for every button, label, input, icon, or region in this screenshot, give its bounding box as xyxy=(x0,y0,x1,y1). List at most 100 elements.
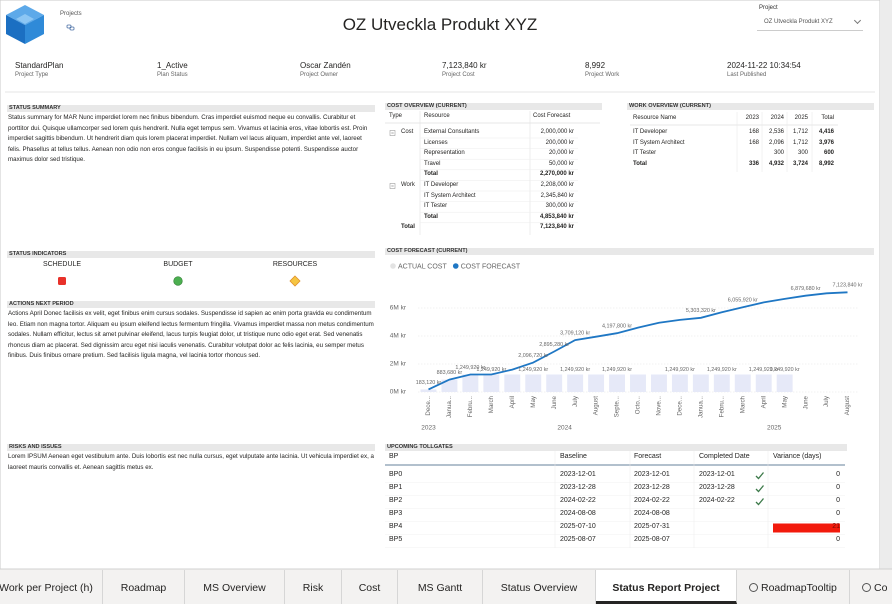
x-tick-label: Octo... xyxy=(635,396,642,415)
page-tab[interactable]: RoadmapTooltip xyxy=(737,570,850,604)
tollgate-date: 2023-12-01 xyxy=(560,471,596,478)
bar xyxy=(483,374,500,392)
cost-resource: External Consultants xyxy=(424,129,480,135)
tollgate-date: 2023-12-28 xyxy=(699,484,735,491)
y-tick-label: 2M kr xyxy=(390,361,407,368)
x-tick-label: June xyxy=(551,395,558,409)
data-label: 1,249,920 kr xyxy=(476,367,506,373)
kpi-value: 1_Active xyxy=(157,61,188,70)
page-tab[interactable]: MS Gantt xyxy=(398,570,483,604)
cost-resource: Representation xyxy=(424,150,465,157)
bar xyxy=(609,374,626,392)
column-header: Forecast xyxy=(634,453,662,460)
cost-value: 200,000 kr xyxy=(545,139,574,146)
work-total: 8,992 xyxy=(818,160,834,167)
bar xyxy=(671,374,688,392)
panel-header: STATUS INDICATORS xyxy=(7,251,375,258)
column-header: BP xyxy=(389,453,399,460)
column-header: Resource Name xyxy=(633,115,677,121)
data-label: 7,123,840 kr xyxy=(833,283,863,289)
cost-resource: IT System Architect xyxy=(424,192,476,199)
work-hours: 300 xyxy=(773,150,784,157)
tab-label: MS Gantt xyxy=(417,582,463,594)
actions-text: Actions April Donec facilisis ex velit, … xyxy=(8,310,374,360)
work-resource: Total xyxy=(633,160,647,167)
y-tick-label: 6M kr xyxy=(390,305,407,312)
x-tick-label: Febru... xyxy=(467,396,474,418)
data-label: 5,303,320 kr xyxy=(686,308,716,314)
tollgate-date: 2025-08-07 xyxy=(634,536,670,543)
kpi-label: Last Published xyxy=(727,72,767,78)
tollgate-variance: 0 xyxy=(836,536,840,543)
panel-header: STATUS SUMMARY xyxy=(7,105,375,112)
bar xyxy=(630,374,646,392)
variance-bar xyxy=(773,523,840,533)
legend-marker xyxy=(390,263,396,269)
panel-header: ACTIONS NEXT PERIOD xyxy=(7,301,375,308)
cost-resource: Licenses xyxy=(424,139,448,146)
data-label: 183,120 kr xyxy=(416,380,442,386)
bar xyxy=(734,374,751,392)
panel-header: COST FORECAST (CURRENT) xyxy=(385,248,874,255)
tollgate-name: BP0 xyxy=(389,471,403,478)
page-tab[interactable]: Co xyxy=(850,570,892,604)
bar xyxy=(776,374,793,392)
indicator-label: BUDGET xyxy=(163,261,193,268)
tab-icon xyxy=(862,583,871,592)
data-label: 1,249,920 kr xyxy=(665,367,695,373)
work-resource: IT System Architect xyxy=(633,139,685,146)
page-tab[interactable]: Work per Project (h) xyxy=(0,570,103,604)
y-tick-label: 4M kr xyxy=(390,333,407,340)
page-tab[interactable]: Status Report Project xyxy=(596,570,737,604)
work-hours: 168 xyxy=(748,139,759,146)
bar xyxy=(650,374,667,392)
bar xyxy=(525,374,542,392)
page-tab[interactable]: Status Overview xyxy=(483,570,596,604)
page-tab[interactable]: Risk xyxy=(285,570,342,604)
tab-label: Risk xyxy=(302,582,324,594)
legend-marker xyxy=(452,263,459,269)
x-tick-label: June xyxy=(802,395,809,409)
bar xyxy=(546,374,563,392)
kpi-label: Project Work xyxy=(585,72,620,78)
cost-type: Work xyxy=(401,182,415,188)
data-label: 6,879,680 kr xyxy=(791,286,821,292)
panel-header: RISKS AND ISSUES xyxy=(7,444,375,451)
slicer-value: OZ Utveckla Produkt XYZ xyxy=(764,19,833,25)
kpi-label: Project Owner xyxy=(300,72,339,78)
tollgate-name: BP1 xyxy=(389,484,403,491)
page-tab[interactable]: Roadmap xyxy=(103,570,185,604)
data-label: 1,249,920 kr xyxy=(749,367,779,373)
tollgate-name: BP2 xyxy=(389,497,403,504)
column-header: 2025 xyxy=(794,115,808,121)
page-tab[interactable]: MS Overview xyxy=(185,570,285,604)
tab-bar xyxy=(0,569,892,604)
legend-label: ACTUAL COST xyxy=(398,263,447,270)
indicator-label: SCHEDULE xyxy=(42,261,82,268)
x-tick-label: May xyxy=(530,395,537,408)
cost-value: 2,208,000 kr xyxy=(540,182,574,188)
page-tab[interactable]: Cost xyxy=(342,570,398,604)
tollgate-date: 2024-08-08 xyxy=(560,510,596,517)
column-header: Baseline xyxy=(560,453,587,460)
x-tick-label: Dece... xyxy=(425,396,432,416)
cost-value: 2,270,000 kr xyxy=(539,171,574,178)
cost-resource: Total xyxy=(424,213,438,220)
x-tick-label: Septe... xyxy=(614,396,621,418)
slicer-label: Project xyxy=(759,5,778,11)
report-frame xyxy=(0,0,881,570)
risks-text: Lorem IPSUM Aenean eget vestibulum ante.… xyxy=(8,453,374,471)
completed-check xyxy=(755,472,764,480)
cost-resource: Travel xyxy=(424,160,441,167)
project-slicer[interactable]: OZ Utveckla Produkt XYZ xyxy=(757,15,863,31)
tab-label: Roadmap xyxy=(120,582,167,594)
cost-value: 4,853,840 kr xyxy=(539,213,574,220)
slicer-chevron xyxy=(853,16,862,25)
data-label: 1,249,920 kr xyxy=(707,367,737,373)
cost-value: 20,000 kr xyxy=(548,150,574,157)
page-title: OZ Utveckla Produkt XYZ xyxy=(342,15,538,34)
bar xyxy=(588,374,605,392)
indicator-icon xyxy=(58,277,66,285)
cost-value: 300,000 kr xyxy=(545,203,574,210)
